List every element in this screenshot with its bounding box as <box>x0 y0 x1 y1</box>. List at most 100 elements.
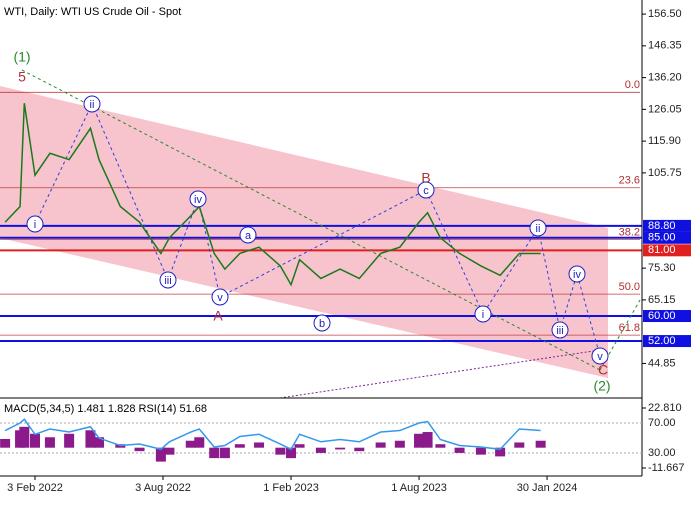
macd-bar <box>19 426 30 448</box>
y2-tick-label: 70.00 <box>648 417 676 429</box>
macd-bar <box>315 447 326 453</box>
support-dotted <box>279 349 601 399</box>
wave-circle <box>159 271 177 289</box>
wave-label: ii <box>536 223 541 235</box>
wave-circle <box>83 95 101 113</box>
indicator-title: MACD(5,34,5) 1.481 1.828 RSI(14) 51.68 <box>4 403 207 415</box>
wave-label: i <box>482 309 484 321</box>
fib-label: 23.6 <box>619 175 640 187</box>
wave-circle <box>189 190 207 208</box>
wave-label: iii <box>164 275 171 287</box>
macd-bar <box>275 447 286 455</box>
y-tick-label: 65.15 <box>648 294 676 306</box>
chart-title: WTI, Daily: WTI US Crude Oil - Spot <box>4 6 181 18</box>
macd-bar <box>209 447 220 459</box>
channel <box>0 86 608 378</box>
macd-bar <box>286 447 297 459</box>
macd-bar <box>435 444 446 448</box>
macd-bar <box>234 444 245 448</box>
level-label: 52.00 <box>648 335 676 347</box>
wave-circle <box>239 226 257 244</box>
macd-bar <box>422 432 433 448</box>
x-tick-label: 3 Aug 2022 <box>135 482 191 494</box>
wave-label: iv <box>194 194 202 206</box>
macd-bar <box>414 433 425 448</box>
level-box <box>643 244 691 257</box>
wave-path <box>34 102 601 357</box>
macd-bar <box>535 440 546 448</box>
wave-label: c <box>423 185 429 197</box>
macd-bar <box>93 437 104 448</box>
trend-dashed <box>21 69 601 371</box>
macd-bar <box>475 447 486 455</box>
y-tick-label: 44.85 <box>648 357 676 369</box>
macd-bar <box>44 437 55 448</box>
wave-label: v <box>597 351 603 363</box>
wave-circle <box>313 314 331 332</box>
wave-circle <box>474 305 492 323</box>
wave-label: A <box>213 308 223 324</box>
macd-bar <box>185 440 196 448</box>
macd-bar <box>514 442 525 448</box>
y-tick-label: 146.35 <box>648 40 682 52</box>
wave-label: (1) <box>13 49 30 65</box>
wave-label: (2) <box>593 378 610 394</box>
fib-label: 38.2 <box>619 226 640 238</box>
wave-label: iii <box>556 325 563 337</box>
macd-bar <box>294 444 305 448</box>
level-box <box>643 219 691 232</box>
fib-label: 0.0 <box>625 79 640 91</box>
wave-circle <box>568 265 586 283</box>
wave-label: 5 <box>18 69 26 85</box>
wave-circle <box>211 288 229 306</box>
macd-bar <box>354 447 365 452</box>
y-tick-label: 126.05 <box>648 103 682 115</box>
level-box <box>643 335 691 348</box>
level-box <box>643 310 691 323</box>
macd-bar <box>495 447 506 457</box>
macd-bar <box>85 430 96 448</box>
y-tick-label: 105.75 <box>648 167 682 179</box>
y-tick-label: 115.90 <box>648 135 681 147</box>
macd-bar <box>335 447 346 450</box>
wave-circle <box>591 347 609 365</box>
wave-circle <box>26 215 44 233</box>
fib-label: 50.0 <box>619 281 640 293</box>
x-tick-label: 1 Aug 2023 <box>391 482 447 494</box>
wave-label: C <box>598 362 608 378</box>
wave-circle <box>417 181 435 199</box>
wave-label: b <box>319 318 325 330</box>
macd-bar <box>134 447 145 452</box>
wave-label: v <box>217 292 223 304</box>
macd-bar <box>254 442 265 448</box>
level-label: 85.00 <box>648 232 676 244</box>
level-label: 88.80 <box>648 220 676 232</box>
y-tick-label: 136.20 <box>648 72 682 84</box>
macd-bar <box>375 442 386 448</box>
y2-tick-label: 30.00 <box>648 447 676 459</box>
macd-bar <box>29 433 40 448</box>
y-tick-label: -11.667 <box>648 462 685 474</box>
macd-bar <box>155 447 166 462</box>
level-label: 60.00 <box>648 310 676 322</box>
wave-circle <box>551 321 569 339</box>
macd-bar <box>0 438 11 448</box>
wave-label: ii <box>90 99 95 111</box>
x-tick-label: 30 Jan 2024 <box>517 482 578 494</box>
y-tick-label: 75.30 <box>648 262 676 274</box>
wave-label: i <box>34 219 36 231</box>
macd-bar <box>164 447 175 455</box>
wave-label: a <box>245 230 252 242</box>
level-box <box>643 231 691 244</box>
x-tick-label: 1 Feb 2023 <box>263 482 319 494</box>
price-line <box>4 103 541 287</box>
macd-bar <box>394 440 405 448</box>
level-label: 81.00 <box>648 244 676 256</box>
rsi-line <box>4 418 541 451</box>
fib-label: 61.8 <box>619 322 640 334</box>
macd-bar <box>64 433 75 448</box>
macd-bar <box>194 437 205 448</box>
x-tick-label: 3 Feb 2022 <box>7 482 63 494</box>
macd-bar <box>454 447 465 453</box>
